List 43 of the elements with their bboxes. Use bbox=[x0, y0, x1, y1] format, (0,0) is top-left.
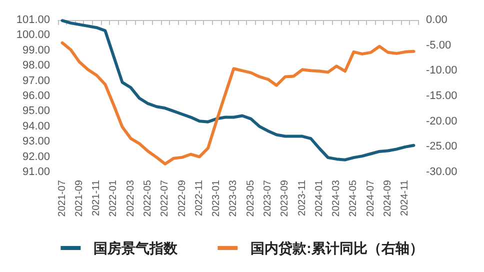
legend-label: 国内贷款:累计同比（右轴） bbox=[250, 240, 424, 256]
y-tick-label: 93.00 bbox=[22, 136, 50, 148]
x-tick-label: 2024-03 bbox=[331, 180, 342, 217]
x-tick-label: 2022-01 bbox=[108, 180, 120, 217]
legend-label: 国房景气指数 bbox=[94, 240, 179, 256]
y2-tick-label: -10.00 bbox=[426, 64, 458, 77]
y2-tick-label: -5.00 bbox=[426, 39, 452, 52]
line-series bbox=[60, 19, 416, 162]
y-tick-label: 92.00 bbox=[22, 150, 50, 163]
x-tick-label: 2022-11 bbox=[194, 180, 205, 216]
y2-tick-label: 0.00 bbox=[426, 14, 448, 26]
y-tick-label: 97.00 bbox=[22, 74, 50, 87]
x-tick-label: 2024-09 bbox=[382, 180, 394, 217]
x-tick-label: 2023-03 bbox=[228, 180, 240, 217]
y-tick-label: 96.00 bbox=[22, 90, 50, 102]
y-tick-label: 100.00 bbox=[16, 29, 50, 42]
x-tick-label: 2022-05 bbox=[142, 180, 154, 217]
y2-tick-label: -25.00 bbox=[426, 140, 458, 153]
x-tick-label: 2024-05 bbox=[348, 180, 360, 217]
x-tick-label: 2023-01 bbox=[211, 180, 222, 217]
y2-tick-label: -30.00 bbox=[426, 166, 458, 178]
y-tick-label: 98.00 bbox=[22, 60, 50, 72]
y-tick-label: 94.00 bbox=[22, 120, 50, 132]
x-tick-label: 2022-07 bbox=[160, 180, 171, 217]
line-series bbox=[60, 41, 416, 166]
x-tick-label: 2022-03 bbox=[125, 180, 136, 217]
x-tick-label: 2021-11 bbox=[91, 180, 102, 216]
x-tick-label: 2024-11 bbox=[400, 180, 411, 216]
x-tick-label: 2024-07 bbox=[365, 180, 376, 217]
y-tick-label: 99.00 bbox=[22, 44, 50, 56]
x-tick-label: 2024-01 bbox=[314, 180, 325, 217]
x-tick-label: 2023-05 bbox=[245, 180, 256, 217]
x-tick-label: 2023-07 bbox=[262, 180, 274, 217]
x-tick-label: 2022-09 bbox=[176, 180, 188, 217]
y-tick-label: 101.00 bbox=[16, 14, 50, 26]
y-tick-label: 91.00 bbox=[22, 166, 50, 178]
x-tick-label: 2021-07 bbox=[56, 180, 68, 217]
y2-tick-label: -15.00 bbox=[426, 90, 458, 102]
x-tick-label: 2021-09 bbox=[74, 180, 85, 217]
x-tick-label: 2023-09 bbox=[280, 180, 291, 217]
y2-tick-label: -20.00 bbox=[426, 115, 458, 128]
x-tick-label: 2023-11 bbox=[296, 180, 308, 216]
y-tick-label: 95.00 bbox=[22, 105, 50, 118]
